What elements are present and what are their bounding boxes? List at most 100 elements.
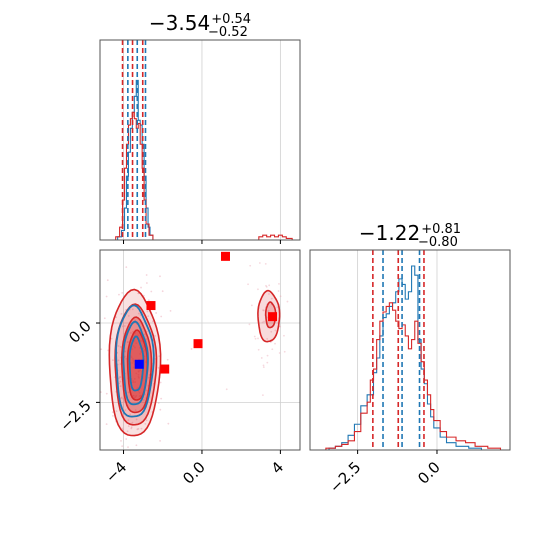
sample-point bbox=[127, 425, 130, 428]
sample-point bbox=[140, 427, 143, 430]
sample-point bbox=[121, 445, 124, 448]
sample-point bbox=[258, 262, 261, 264]
sample-point bbox=[144, 333, 146, 336]
sample-point bbox=[270, 297, 273, 300]
sample-point bbox=[279, 295, 282, 298]
histogram-step-line bbox=[100, 79, 154, 241]
sample-point bbox=[249, 264, 252, 267]
sample-point bbox=[135, 394, 138, 397]
sample-point bbox=[142, 399, 145, 401]
sample-point bbox=[133, 339, 136, 342]
title-lower-error: −0.52 bbox=[208, 25, 248, 40]
sample-point bbox=[265, 285, 268, 288]
sample-point bbox=[268, 284, 271, 287]
grid bbox=[357, 250, 438, 450]
sample-point bbox=[262, 364, 265, 367]
sample-point bbox=[105, 392, 108, 395]
sample-point bbox=[145, 419, 148, 422]
sample-point bbox=[279, 325, 282, 328]
sample-point bbox=[103, 317, 106, 320]
sample-point bbox=[115, 316, 117, 319]
sample-point bbox=[132, 366, 135, 369]
sample-point bbox=[137, 370, 140, 372]
sample-point bbox=[112, 359, 114, 362]
sample-point bbox=[136, 334, 139, 337]
sample-point bbox=[130, 426, 133, 429]
sample-point bbox=[166, 358, 169, 361]
marginal-title-param-1: −3.54+0.54 bbox=[149, 11, 251, 35]
sample-point bbox=[278, 283, 280, 285]
title-upper-error: +0.54 bbox=[211, 12, 251, 27]
sample-point bbox=[167, 422, 170, 425]
sample-point bbox=[145, 282, 148, 284]
sample-point bbox=[127, 341, 129, 344]
x-tick-marks bbox=[123, 240, 281, 244]
sample-point bbox=[268, 293, 270, 295]
sample-point bbox=[139, 352, 141, 355]
sample-point bbox=[134, 395, 137, 398]
sample-point bbox=[131, 348, 134, 351]
sample-point bbox=[136, 387, 139, 390]
sample-point bbox=[135, 372, 138, 375]
sample-point bbox=[159, 408, 162, 411]
sample-point bbox=[261, 321, 264, 324]
sample-point bbox=[263, 320, 265, 323]
sample-point bbox=[161, 290, 164, 293]
sample-point bbox=[131, 362, 134, 364]
sample-point bbox=[120, 313, 123, 315]
axes-frame bbox=[99, 249, 301, 451]
sample-point bbox=[124, 350, 127, 353]
sample-point bbox=[133, 377, 136, 380]
sample-point bbox=[134, 346, 136, 349]
sample-point bbox=[120, 397, 122, 400]
sample-point bbox=[120, 439, 122, 442]
sample-point bbox=[126, 430, 129, 433]
sample-point bbox=[266, 354, 269, 357]
sample-point bbox=[247, 283, 249, 286]
sample-point bbox=[283, 334, 285, 337]
sample-point bbox=[277, 290, 280, 292]
sample-point bbox=[147, 315, 150, 318]
sample-point bbox=[139, 346, 141, 349]
red-square-marker bbox=[146, 301, 156, 311]
sample-point bbox=[127, 315, 130, 317]
sample-point bbox=[159, 275, 161, 278]
sample-point bbox=[155, 312, 158, 314]
sample-point bbox=[136, 428, 139, 431]
sample-point bbox=[118, 293, 120, 296]
title-median: −1.22 bbox=[359, 221, 420, 245]
sample-point bbox=[248, 323, 251, 326]
sample-point bbox=[139, 369, 141, 372]
sample-point bbox=[278, 352, 281, 354]
quantile-lines bbox=[372, 250, 425, 450]
sample-point bbox=[135, 342, 138, 345]
sample-point bbox=[121, 427, 124, 430]
sample-point bbox=[266, 337, 269, 340]
sample-point bbox=[127, 391, 130, 394]
sample-point bbox=[130, 332, 132, 334]
sample-point bbox=[111, 411, 114, 414]
sample-point bbox=[132, 380, 134, 382]
sample-point bbox=[110, 337, 113, 340]
sample-point bbox=[139, 314, 142, 316]
sample-point bbox=[143, 348, 146, 351]
sample-point bbox=[137, 375, 140, 378]
sample-point bbox=[146, 310, 149, 313]
sample-point bbox=[133, 396, 136, 399]
grid bbox=[123, 40, 281, 240]
sample-point bbox=[124, 409, 127, 412]
sample-point bbox=[134, 381, 137, 383]
sample-point bbox=[151, 320, 154, 323]
sample-point bbox=[132, 359, 135, 362]
axes-frame bbox=[99, 39, 301, 241]
sample-point bbox=[274, 329, 277, 332]
sample-point bbox=[257, 348, 260, 351]
sample-point bbox=[124, 355, 126, 358]
sample-point bbox=[145, 389, 148, 392]
sample-point bbox=[276, 306, 279, 308]
marginal-histogram-param-1: −3.54+0.54 −0.52 bbox=[99, 11, 301, 244]
sample-point bbox=[267, 309, 270, 312]
sample-point bbox=[118, 376, 121, 378]
